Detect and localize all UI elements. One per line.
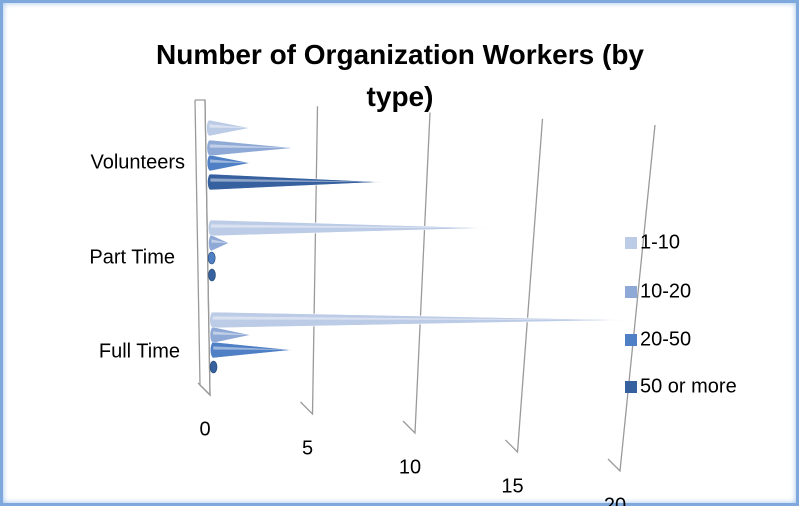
grid-line — [402, 112, 431, 435]
cone-highlight — [210, 159, 251, 163]
cone — [208, 268, 216, 282]
cone — [209, 341, 293, 359]
y-tick-label: Volunteers — [90, 151, 185, 173]
legend-swatch — [625, 381, 637, 393]
cone-body — [206, 119, 251, 137]
cone-body — [207, 173, 382, 191]
cone-highlight — [211, 224, 489, 228]
grid-line — [197, 99, 211, 397]
grid-line — [300, 106, 319, 416]
cone — [209, 360, 218, 374]
cone-highlight — [213, 346, 293, 350]
cone-highlight — [210, 178, 382, 182]
legend-swatch — [625, 237, 637, 249]
x-tick-label: 0 — [199, 418, 210, 440]
cone-body — [206, 139, 295, 157]
cone-highlight — [209, 124, 251, 128]
cone-body — [209, 311, 629, 329]
cone-body — [207, 219, 489, 237]
grid-line — [607, 124, 656, 473]
x-tick-label: 5 — [302, 437, 313, 459]
chart-title: Number of Organization Workers (by type) — [156, 39, 644, 112]
cone — [206, 139, 295, 157]
cone-body — [208, 234, 230, 252]
cone — [208, 234, 230, 252]
legend-swatch — [625, 286, 637, 298]
y-tick-label: Full Time — [99, 340, 180, 362]
legend-label: 20-50 — [640, 328, 691, 350]
cone-highlight — [209, 144, 295, 148]
cone-body — [209, 341, 293, 359]
cone — [209, 311, 629, 329]
cone-highlight — [212, 316, 629, 320]
x-tick-label: 10 — [399, 456, 421, 478]
grid-line — [505, 118, 544, 454]
cone — [206, 119, 251, 137]
cone — [207, 173, 382, 191]
y-tick-label: Part Time — [89, 246, 175, 268]
cone-body — [206, 154, 251, 172]
x-tick-label: 20 — [604, 494, 626, 506]
legend-swatch — [625, 334, 637, 346]
cone-highlight — [212, 331, 251, 335]
cone — [206, 154, 251, 172]
cone — [207, 219, 489, 237]
cone — [207, 251, 216, 265]
legend-label: 1-10 — [640, 231, 680, 253]
legend-label: 50 or more — [640, 375, 737, 397]
cone — [209, 326, 251, 344]
cone-body — [209, 326, 251, 344]
legend-label: 10-20 — [640, 280, 691, 302]
x-tick-label: 15 — [501, 475, 523, 497]
cone-highlight — [211, 239, 229, 243]
